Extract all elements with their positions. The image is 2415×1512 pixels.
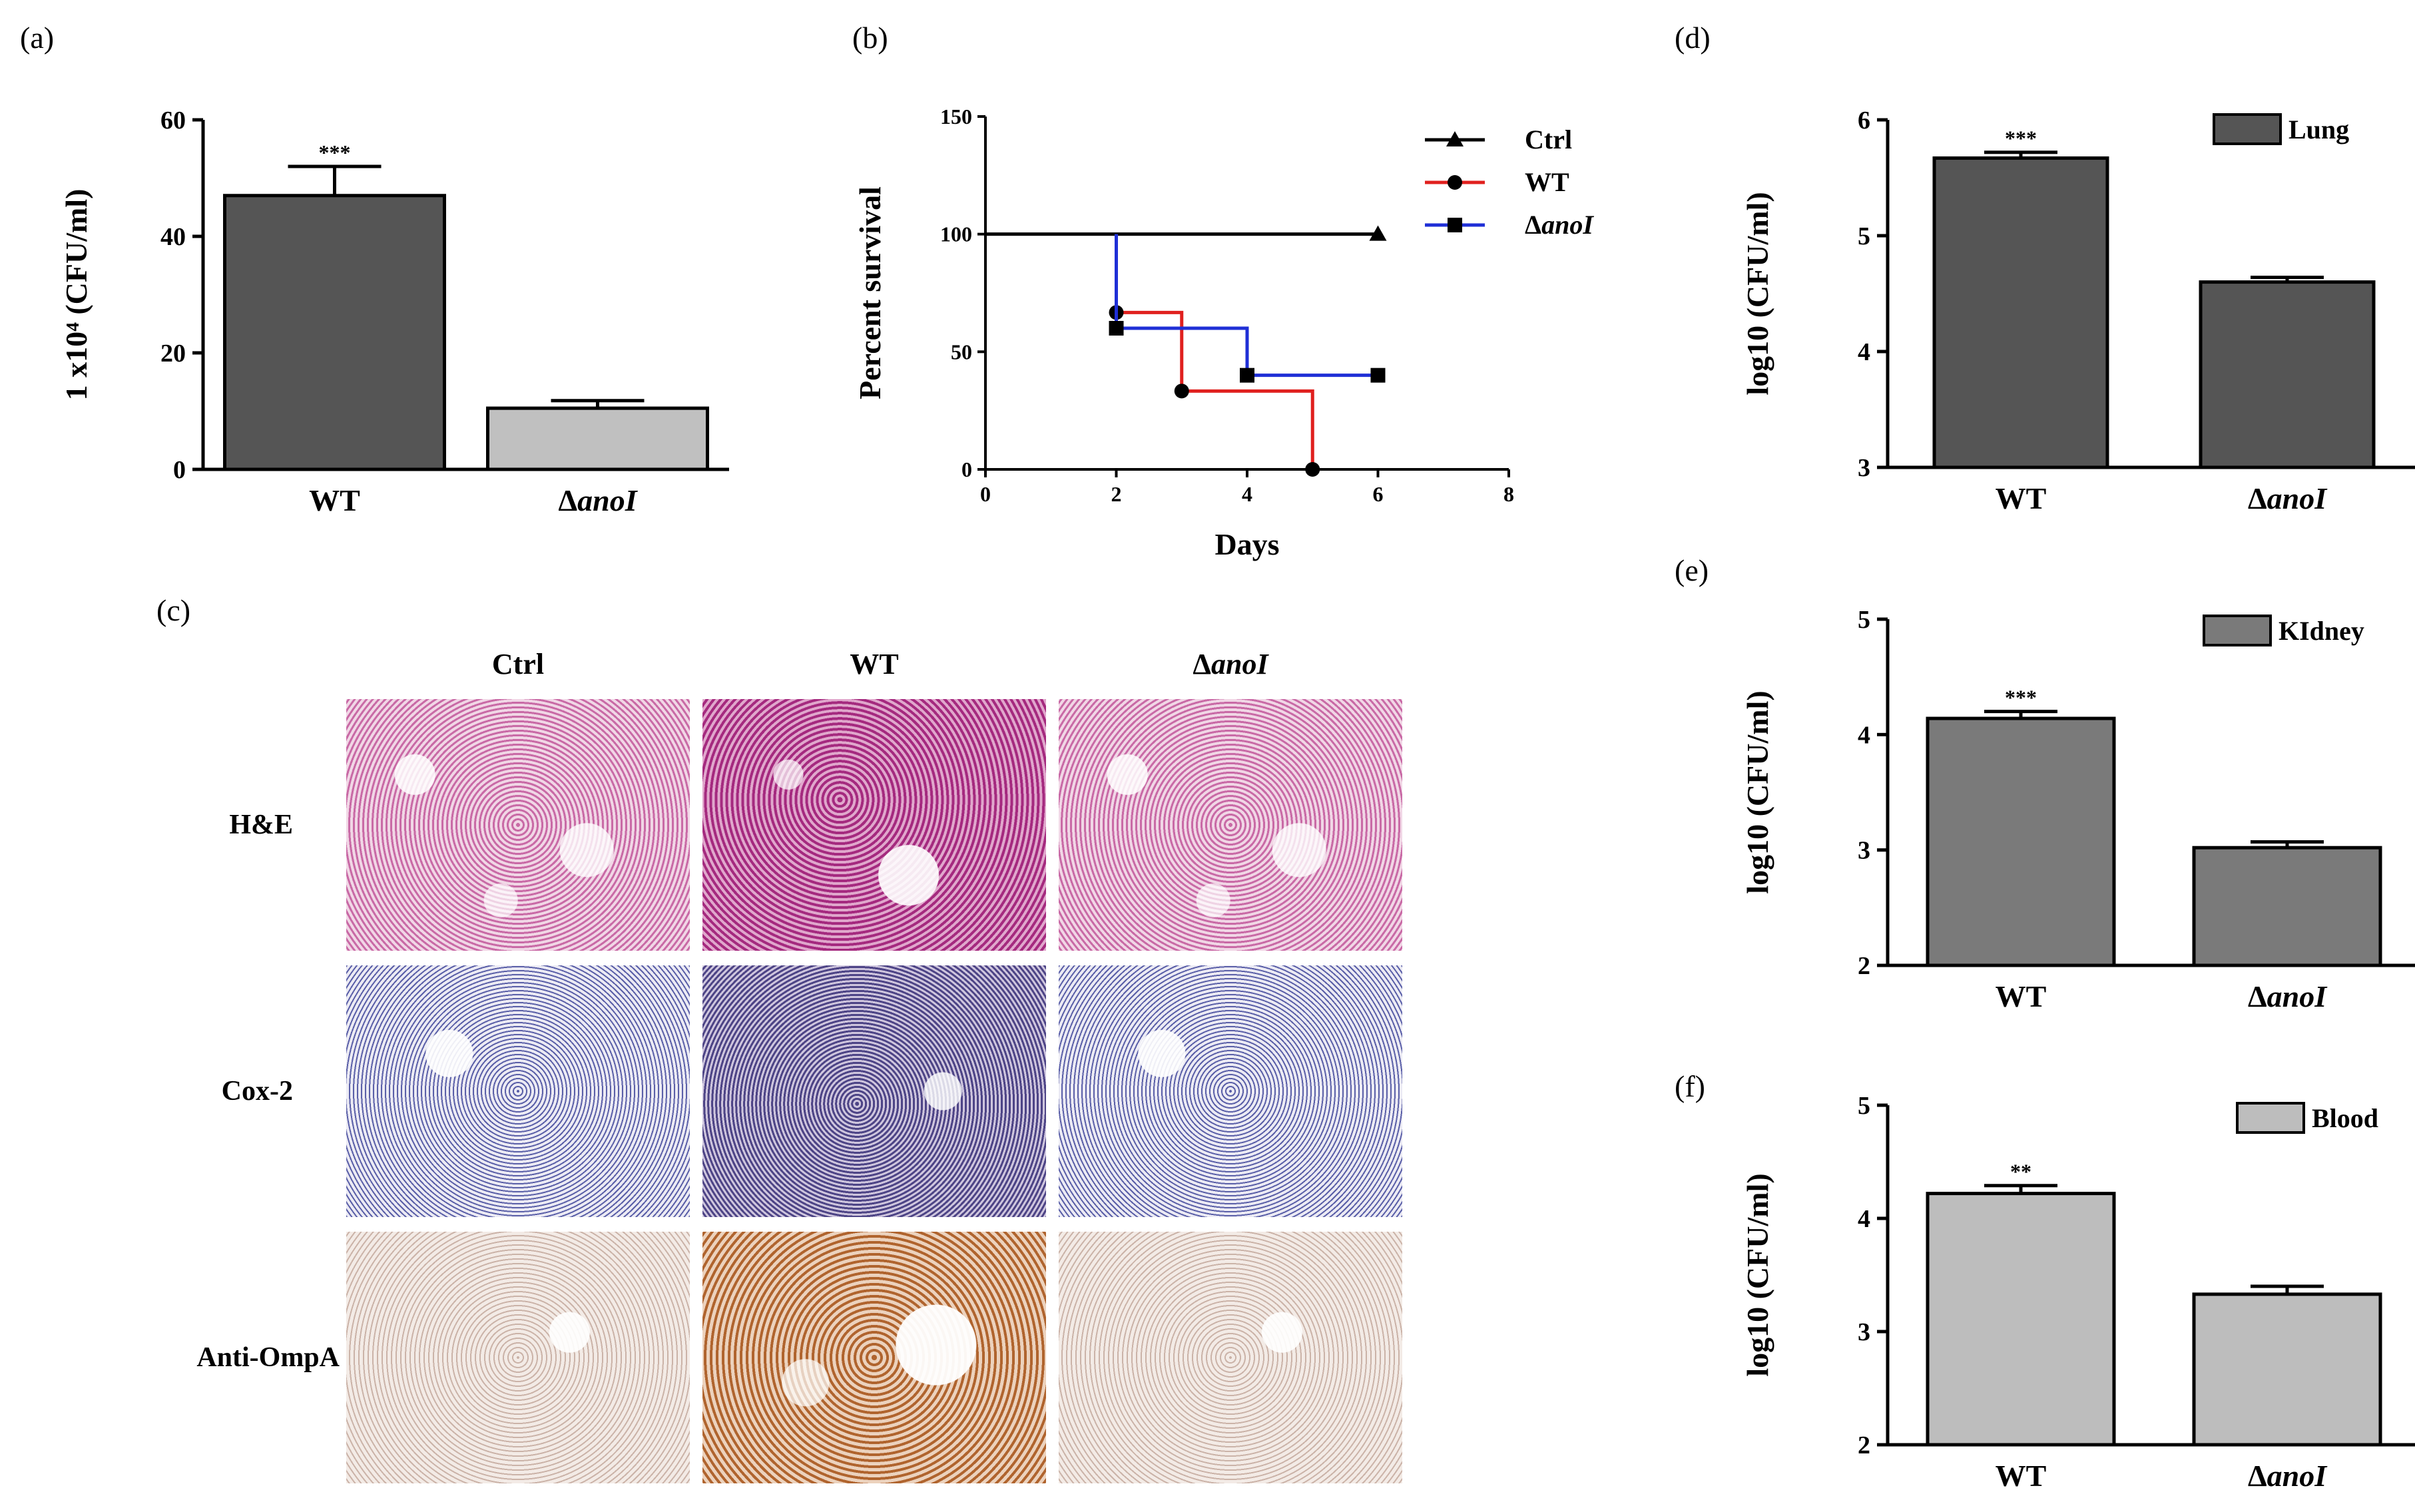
y-axis-title: log10 (CFU/ml) [1741,1173,1774,1376]
category-label-0: WT [309,483,360,517]
legend-swatch [2236,1102,2305,1134]
data-point-2-2 [1370,368,1386,383]
histology-image-cox2-anoi [1059,965,1402,1217]
legend-swatch [2213,113,2282,145]
legend-label: Blood [2312,1103,2378,1133]
y-tick-label: 4 [1858,338,1870,366]
category-label-0: WT [1996,979,2047,1013]
y-tick-label: 50 [951,340,972,364]
legend-label-0: Ctrl [1525,125,1572,154]
category-label-0: WT [1996,481,2047,515]
histology-col-anoi: ΔanoI [1193,648,1268,680]
y-tick-label: 60 [160,107,186,134]
y-tick-label: 100 [940,222,972,246]
panel-label-f: (f) [1675,1069,1705,1103]
y-axis-title: 1 x10⁴ (CFU/ml) [59,189,93,401]
bar-chart-f: 2 3 4 5 log10 (CFU/ml) ** WT ΔanoI Blood [1741,1092,2415,1493]
y-tick-label: 2 [1858,1431,1870,1459]
histology-image-he-anoi [1059,699,1402,951]
legend-marker-2 [1448,218,1462,232]
series-line-1 [1116,310,1314,469]
x-tick-label: 6 [1373,482,1384,506]
y-axis-title: log10 (CFU/ml) [1741,690,1774,893]
data-point-1-2 [1305,462,1320,477]
category-label-0: WT [1996,1459,2047,1493]
y-tick-label: 3 [1858,454,1870,482]
y-tick-label: 6 [1858,107,1870,134]
legend-marker-1 [1448,175,1462,190]
data-point-1-1 [1174,383,1189,399]
data-point-2-0 [1109,321,1124,336]
bar-1 [486,406,709,471]
bar-0 [223,194,446,471]
x-axis-title: Days [1214,527,1279,561]
legend-label: KIdney [2279,616,2364,646]
significance-mark-0: *** [319,140,351,164]
data-point-0-0 [1369,225,1387,241]
histology-image-he-wt [702,699,1046,951]
bar-1 [2192,846,2382,967]
panel-label-a: (a) [20,21,55,55]
x-tick-label: 0 [980,482,991,506]
panel-label-e: (e) [1675,553,1709,587]
series-line-2 [1115,234,1378,378]
bar-0 [1932,156,2109,469]
significance-mark-0: ** [2010,1160,2031,1184]
significance-mark-0: *** [2005,126,2037,150]
legend-label-2: ΔanoI [1525,210,1594,240]
bar-chart-e: 2 3 4 5 log10 (CFU/ml) *** WT ΔanoI KIdney [1741,606,2415,1013]
histology-image-he-ctrl [346,699,690,951]
histology-image-ompa-anoi [1059,1232,1402,1483]
bar-0 [1926,716,2116,967]
y-tick-label: 0 [173,456,186,484]
y-tick-label: 3 [1858,1318,1870,1346]
survival-chart-b: 0 50 100 150 0 2 4 6 8 Percent survival Days Ctrl WT… [853,105,1594,561]
category-label-1: ΔanoI [2248,979,2328,1013]
significance-mark-0: *** [2005,686,2037,710]
y-tick-label: 5 [1858,1092,1870,1120]
y-tick-label: 0 [961,457,972,481]
histology-row-he: H&E [229,810,293,840]
bar-1 [2192,1292,2382,1447]
histology-image-cox2-wt [702,965,1046,1217]
x-tick-label: 4 [1242,482,1252,506]
x-tick-label: 8 [1503,482,1514,506]
x-tick-label: 2 [1111,482,1122,506]
y-tick-label: 40 [160,223,186,251]
y-tick-label: 20 [160,340,186,368]
category-label-1: ΔanoI [2248,1459,2328,1493]
y-tick-label: 3 [1858,837,1870,865]
y-tick-label: 5 [1858,222,1870,250]
histology-image-ompa-ctrl [346,1232,690,1483]
legend-swatch [2203,615,2272,646]
bar-1 [2199,280,2376,469]
panel-label-b: (b) [852,21,888,55]
bar-0 [1926,1192,2116,1447]
y-axis-title: Percent survival [853,186,887,399]
legend-marker-0 [1446,131,1464,146]
data-point-2-1 [1240,368,1254,383]
histology-col-wt: WT [850,648,899,680]
panel-label-c: (c) [156,593,191,627]
y-tick-label: 2 [1858,952,1870,980]
category-label-1: ΔanoI [2248,481,2328,515]
y-tick-label: 5 [1858,606,1870,634]
histology-image-cox2-ctrl [346,965,690,1217]
histology-image-ompa-wt [702,1232,1046,1483]
histology-row-ompa: Anti-OmpA [196,1342,340,1373]
histology-row-cox2: Cox-2 [221,1076,293,1107]
bar-chart-d: 3 4 5 6 log10 (CFU/ml) *** WT ΔanoI Lung [1741,107,2415,515]
y-axis-title: log10 (CFU/ml) [1741,192,1774,395]
y-tick-label: 4 [1858,721,1870,749]
y-tick-label: 150 [940,105,972,128]
legend-label: Lung [2288,115,2349,144]
bar-chart-a: 0 20 40 60 1 x10⁴ (CFU/ml) *** WT ΔanoI [59,107,729,517]
panel-label-d: (d) [1675,21,1711,55]
legend-label-1: WT [1525,167,1569,197]
y-tick-label: 4 [1858,1205,1870,1233]
histology-col-ctrl: Ctrl [491,648,545,680]
category-label-1: ΔanoI [558,483,638,517]
